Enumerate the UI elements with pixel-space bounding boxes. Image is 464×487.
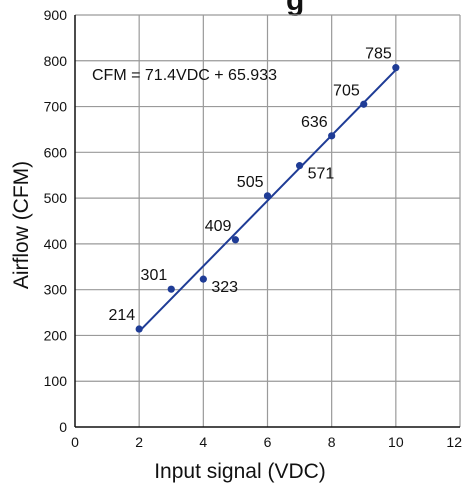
data-point <box>135 325 143 333</box>
y-tick-label: 100 <box>44 373 68 389</box>
y-tick-label: 700 <box>44 99 68 115</box>
data-label: 705 <box>333 82 360 99</box>
x-tick-label: 10 <box>388 434 404 450</box>
y-tick-label: 800 <box>44 53 68 69</box>
data-label: 409 <box>205 218 232 235</box>
x-tick-label: 0 <box>71 434 79 450</box>
data-point <box>199 275 207 283</box>
x-tick-label: 2 <box>135 434 143 450</box>
data-label: 323 <box>211 279 238 296</box>
data-label: 636 <box>301 114 328 131</box>
y-tick-label: 200 <box>44 327 68 343</box>
data-point <box>231 236 240 244</box>
data-point <box>392 64 400 72</box>
axes <box>74 15 460 428</box>
data-point <box>167 285 175 293</box>
data-label: 505 <box>237 174 264 191</box>
chart-title-fragment: g <box>286 0 304 17</box>
data-point <box>295 162 304 170</box>
x-tick-label: 12 <box>446 434 462 450</box>
y-axis-title: Airflow (CFM) <box>10 161 33 289</box>
x-axis-title: Input signal (VDC) <box>154 460 326 483</box>
x-tick-labels: 0 2 4 6 8 10 12 <box>71 434 462 450</box>
data-label: 571 <box>308 166 335 183</box>
data-label: 785 <box>365 46 392 63</box>
y-tick-label: 600 <box>44 144 68 160</box>
x-tick-label: 4 <box>199 434 207 450</box>
data-labels: 214 301 323 409 505 571 636 705 785 <box>108 46 391 324</box>
data-point <box>360 100 368 108</box>
y-tick-label: 0 <box>59 419 67 435</box>
y-tick-label: 300 <box>44 282 68 298</box>
data-label: 301 <box>141 267 168 284</box>
x-tick-label: 6 <box>264 434 272 450</box>
data-points <box>135 64 400 333</box>
data-point <box>328 132 336 140</box>
trendline <box>138 69 397 333</box>
data-point <box>263 192 272 200</box>
y-tick-label: 500 <box>44 190 68 206</box>
grid-lines <box>75 14 461 427</box>
y-tick-label: 900 <box>44 7 68 23</box>
trendline-equation: CFM = 71.4VDC + 65.933 <box>92 67 277 84</box>
x-tick-label: 8 <box>328 434 336 450</box>
data-label: 214 <box>108 307 135 324</box>
y-tick-labels: 0 100 200 300 400 500 600 700 800 900 <box>44 7 68 435</box>
y-tick-label: 400 <box>44 236 68 252</box>
